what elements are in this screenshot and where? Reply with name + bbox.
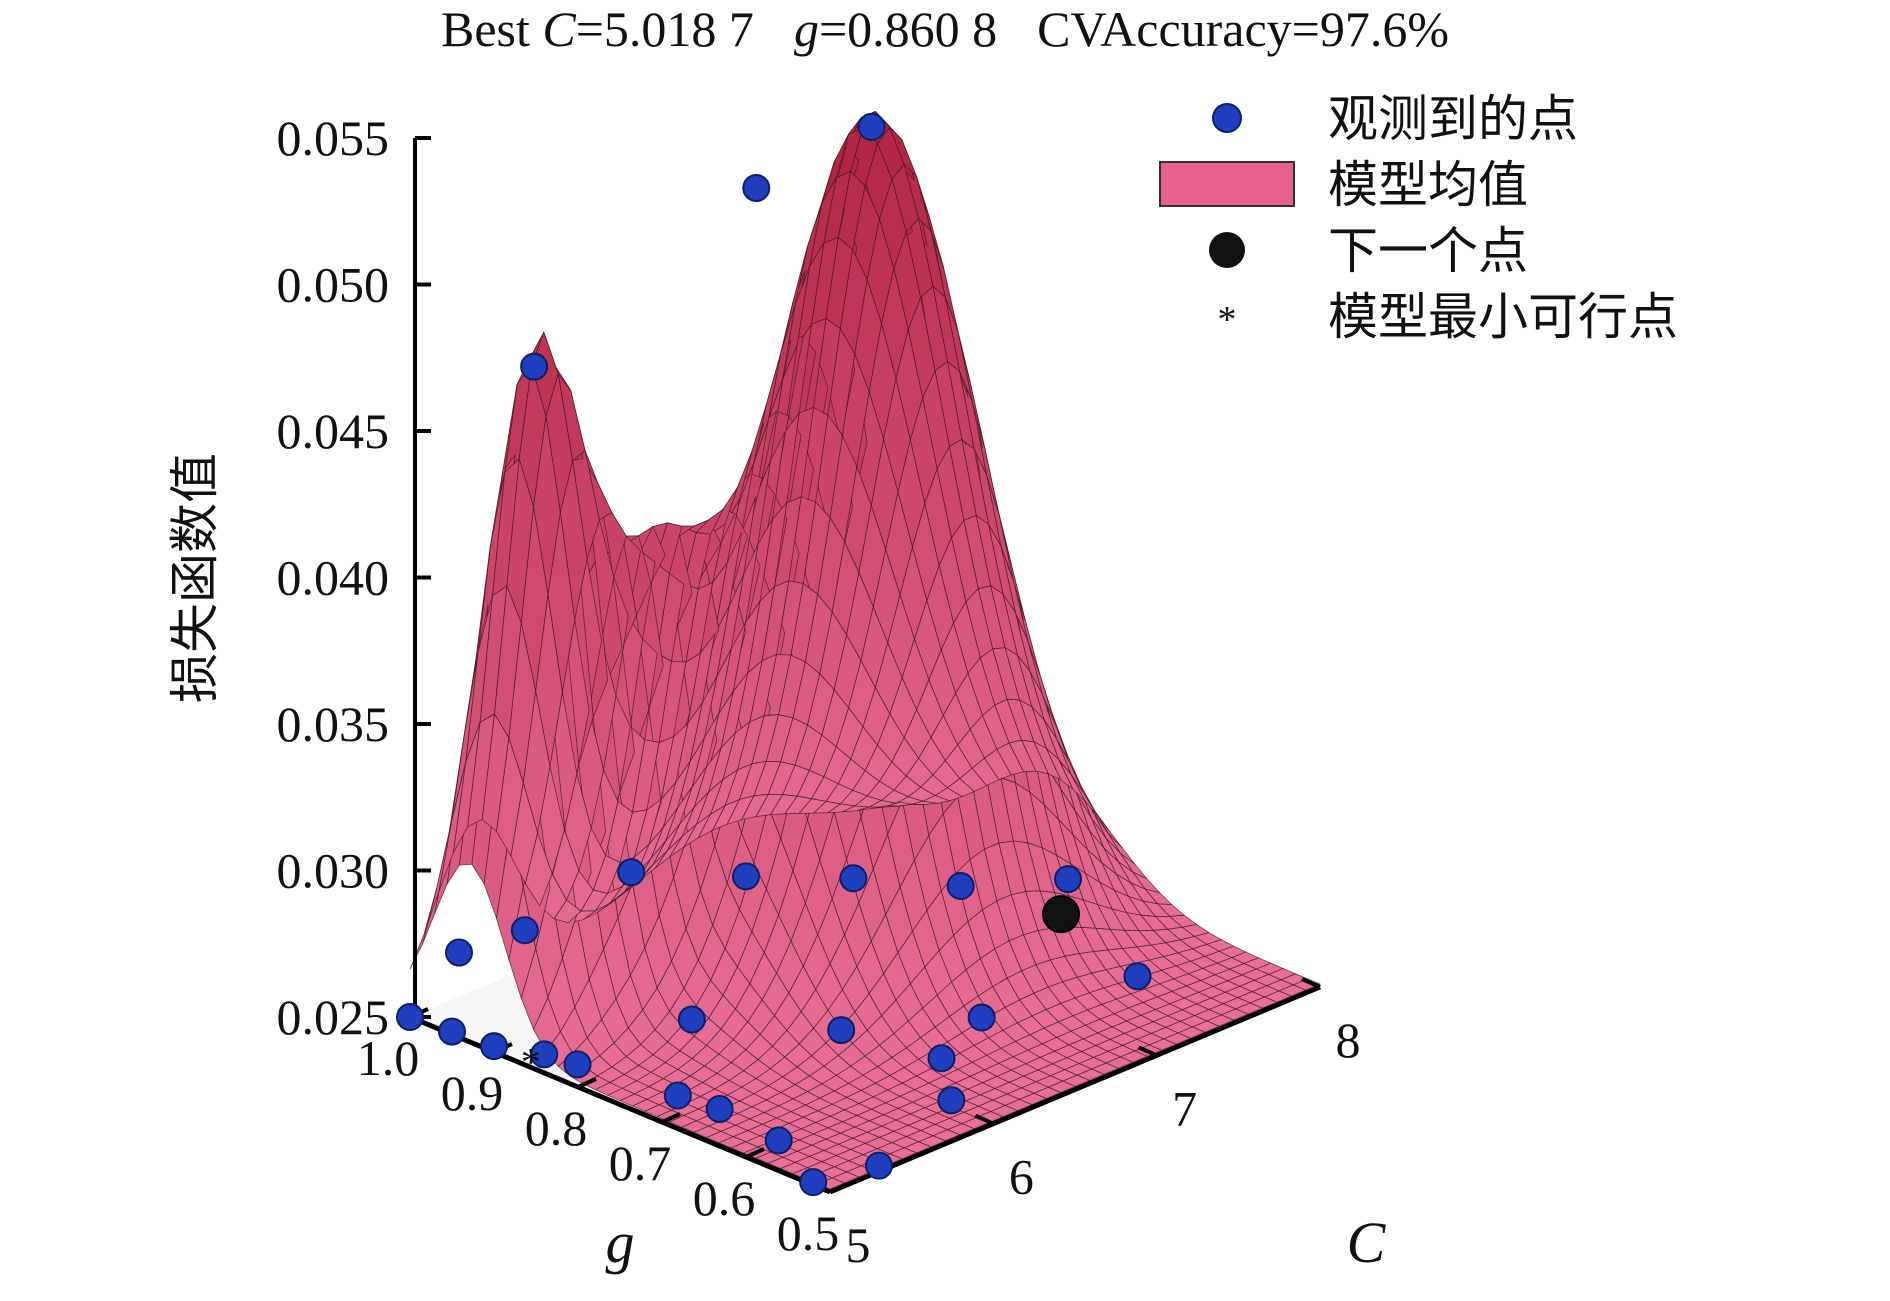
z-tick-label: 0.055 [277,110,390,166]
g-tick-label: 0.9 [441,1065,504,1121]
observed-point [732,862,760,891]
legend-min-icon: * [1218,299,1237,341]
legend-observed-icon [1212,103,1242,133]
g-tick-label: 0.8 [525,1100,588,1156]
y-axis-label: g [606,1210,635,1275]
z-tick-label: 0.035 [277,696,390,752]
observed-point [705,1094,734,1123]
observed-point [510,916,539,945]
min-feasible-point: * [521,1040,541,1085]
observed-point [937,1086,966,1115]
c-tick-label: 7 [1172,1080,1197,1136]
observed-point [1123,962,1152,991]
observed-point [520,352,549,381]
c-tick [1137,1045,1158,1058]
c-tick-label: 5 [846,1217,871,1273]
observed-point [865,1151,893,1180]
c-tick [1301,977,1321,989]
observed-point [927,1044,956,1073]
surface-layer [409,110,1322,1192]
g-tick-label: 0.6 [693,1170,756,1226]
legend-mean-icon [1159,161,1295,207]
points-layer: * [396,112,1152,1197]
observed-point [663,1081,692,1110]
observed-point [946,871,975,900]
z-tick-label: 0.030 [277,843,390,899]
observed-point [857,112,886,141]
observed-point [617,858,646,887]
observed-point [839,864,868,893]
observed-point [445,938,473,967]
g-tick-label: 1.0 [357,1030,420,1086]
z-axis-label: 损失函数值 [166,453,224,703]
z-tick-label: 0.045 [277,403,390,459]
chart-title: Best C=5.018 7 g=0.860 8 CVAccuracy=97.6% [441,1,1449,57]
observed-point [480,1032,508,1061]
legend-label: 下一个点 [1328,222,1528,280]
z-tick-label: 0.040 [277,550,390,606]
legend-label: 模型均值 [1328,156,1528,214]
legend-label: 模型最小可行点 [1328,288,1678,346]
observed-point [799,1168,828,1197]
observed-point [396,1003,424,1031]
g-axis-line [409,1014,831,1195]
g-tick [577,1077,597,1089]
z-tick-label: 0.050 [277,257,390,313]
z-tick-label: 0.025 [277,989,390,1045]
observed-point [677,1005,706,1034]
axes-layer: 0.025 0.030 0.035 0.040 0.045 0.050 0.055 1.0 0.… [277,110,1361,1273]
g-tick-label: 0.7 [609,1135,672,1191]
x-axis-label: C [1347,1210,1387,1275]
c-axis-line [829,984,1321,1195]
g-tick-label: 0.5 [777,1205,840,1261]
observed-point [742,174,771,203]
next-point [1042,895,1080,934]
legend-next-icon [1209,232,1245,268]
g-tick [661,1112,681,1124]
c-tick-label: 6 [1009,1149,1034,1205]
observed-point [563,1050,592,1079]
g-tick [745,1147,765,1159]
observed-point [827,1016,856,1045]
observed-point [1054,865,1082,894]
observed-point [530,1040,559,1069]
c-tick [974,1113,995,1126]
observed-point [438,1017,466,1046]
observed-point [967,1003,996,1032]
legend-label: 观测到的点 [1328,90,1578,148]
c-tick-label: 8 [1336,1012,1361,1068]
observed-point [764,1126,793,1155]
